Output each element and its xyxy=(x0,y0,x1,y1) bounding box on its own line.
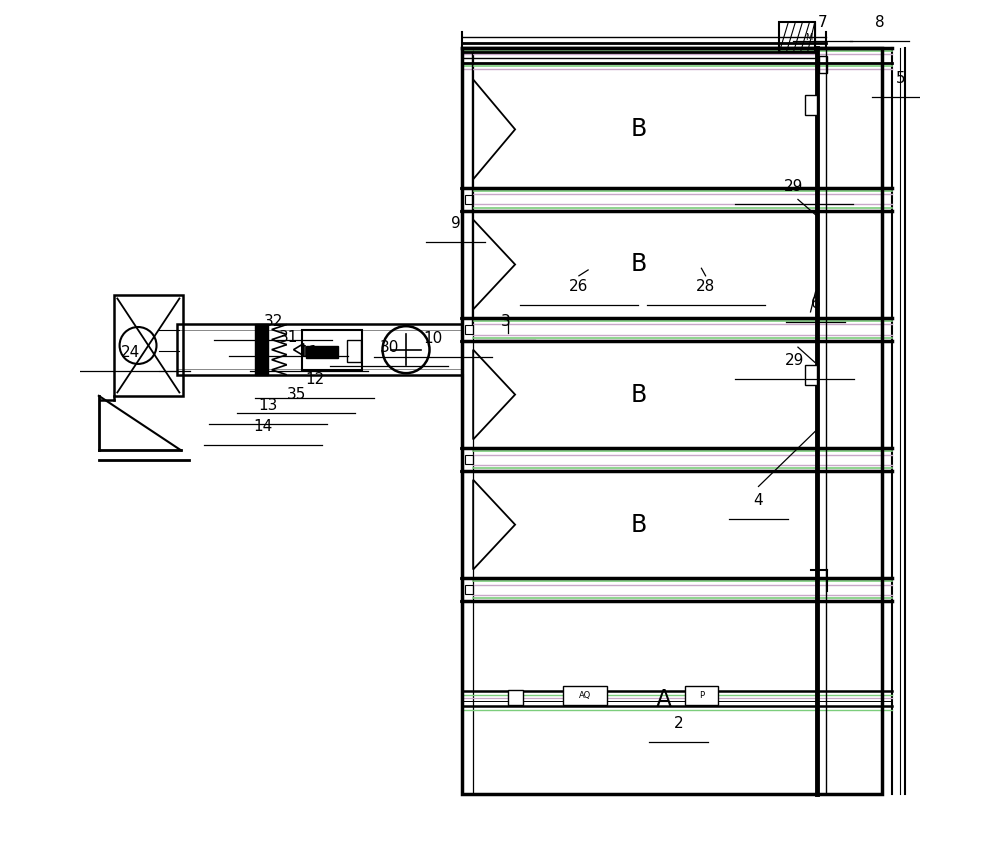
Bar xyxy=(177,324,462,375)
Text: 32: 32 xyxy=(264,314,283,329)
Text: B: B xyxy=(630,117,647,141)
Text: 14: 14 xyxy=(254,419,273,434)
Text: 13: 13 xyxy=(259,398,278,413)
Bar xyxy=(347,339,361,362)
Text: 5: 5 xyxy=(896,71,906,86)
Text: 31: 31 xyxy=(279,329,298,344)
Text: M: M xyxy=(805,33,812,41)
Text: B: B xyxy=(630,253,647,276)
Text: 9: 9 xyxy=(451,216,460,232)
Bar xyxy=(465,195,473,204)
Text: 29: 29 xyxy=(784,179,803,194)
Text: 2: 2 xyxy=(674,716,684,731)
Text: B: B xyxy=(630,513,647,536)
Text: 12: 12 xyxy=(305,371,324,386)
Text: 10: 10 xyxy=(423,331,442,346)
Bar xyxy=(114,295,183,396)
Text: 6: 6 xyxy=(811,296,820,311)
Bar xyxy=(465,325,473,333)
Text: P: P xyxy=(699,691,704,700)
Bar xyxy=(302,329,362,370)
Bar xyxy=(805,365,817,385)
Bar xyxy=(779,23,815,51)
Text: 8: 8 xyxy=(875,15,884,29)
Bar xyxy=(819,56,827,72)
Bar xyxy=(465,456,473,464)
Bar xyxy=(255,324,268,375)
Text: 30: 30 xyxy=(380,339,399,354)
Bar xyxy=(465,585,473,594)
Bar xyxy=(685,686,718,705)
Text: 11: 11 xyxy=(299,344,318,360)
Bar xyxy=(508,690,523,705)
Text: AQ: AQ xyxy=(579,691,591,700)
Text: 7: 7 xyxy=(817,15,827,29)
Bar xyxy=(805,94,817,115)
Text: 29: 29 xyxy=(785,353,804,368)
Text: 35: 35 xyxy=(286,386,306,402)
Text: 28: 28 xyxy=(696,280,715,294)
Text: 26: 26 xyxy=(569,280,589,294)
Bar xyxy=(306,346,338,358)
Text: B: B xyxy=(630,382,647,407)
Bar xyxy=(462,47,882,795)
Bar xyxy=(563,686,607,705)
Text: 3: 3 xyxy=(501,314,511,329)
Text: 24: 24 xyxy=(121,344,140,360)
Text: A: A xyxy=(656,688,672,711)
Text: 4: 4 xyxy=(754,493,763,509)
